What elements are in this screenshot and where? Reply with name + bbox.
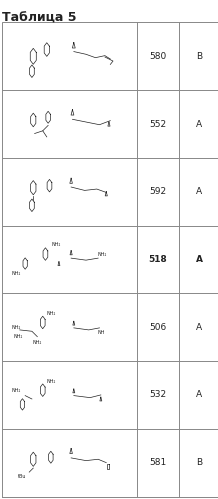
Text: NH₂: NH₂ [11,325,20,330]
Text: NH₂: NH₂ [14,334,23,339]
Text: A: A [196,255,203,264]
Text: B: B [196,52,203,61]
Text: A: A [196,323,203,332]
Text: NH₂: NH₂ [97,251,107,256]
Text: 580: 580 [149,52,167,61]
Text: 506: 506 [149,323,167,332]
Text: tBu: tBu [18,474,27,479]
Text: NH₂: NH₂ [46,379,56,384]
Text: B: B [196,458,203,467]
Text: NH₂: NH₂ [11,388,20,393]
Text: NH₂: NH₂ [46,311,56,316]
Text: 552: 552 [150,120,167,129]
Text: A: A [196,187,203,196]
Text: NH₂: NH₂ [51,242,61,247]
Text: Таблица 5: Таблица 5 [2,11,77,24]
Text: NH₂: NH₂ [11,270,20,275]
Text: NH₂: NH₂ [33,340,42,345]
Text: 532: 532 [150,390,167,399]
Text: 592: 592 [150,187,167,196]
Text: 518: 518 [149,255,167,264]
Text: 581: 581 [149,458,167,467]
Text: A: A [196,120,203,129]
Text: NH: NH [97,330,105,335]
Text: A: A [196,390,203,399]
